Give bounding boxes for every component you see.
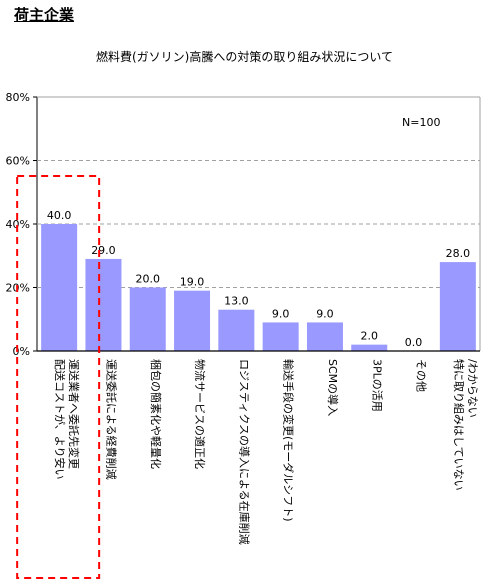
- bar: [218, 309, 255, 351]
- bar-value-label: 28.0: [446, 247, 471, 260]
- category-label: 梱包の簡素化や軽量化: [149, 359, 163, 469]
- section-title: 荷主企業: [14, 6, 75, 24]
- bar-value-label: 19.0: [180, 276, 205, 289]
- bar-value-label: 0.0: [405, 336, 423, 349]
- category-label: 物流サービスの適正化: [193, 359, 207, 469]
- bar-value-label: 20.0: [136, 273, 161, 286]
- category-label: /わからない: [466, 359, 479, 418]
- sample-size-note: N=100: [402, 116, 440, 129]
- category-label: 運送業者へ委託先変更: [67, 359, 81, 469]
- y-tick-label: 40%: [6, 218, 30, 231]
- highlight-box: [16, 175, 101, 579]
- chart-title: 燃料費(ガソリン)高騰への対策の取り組み状況について: [96, 50, 394, 64]
- category-label: 3PLの活用: [370, 359, 383, 412]
- y-tick-label: 60%: [6, 155, 30, 168]
- category-label: SCMの導入: [326, 359, 340, 416]
- bar-value-label: 29.0: [91, 244, 116, 257]
- bar-value-label: 40.0: [47, 209, 72, 222]
- bar: [85, 258, 122, 351]
- bar: [41, 224, 78, 351]
- bar: [439, 262, 476, 351]
- bar: [262, 322, 299, 351]
- category-label: その他: [415, 359, 428, 392]
- category-label: ロジスティクスの導入による在庫削減: [237, 359, 251, 545]
- category-label: 運送委託による経費削減: [104, 359, 118, 480]
- category-label: 配送コストが、より安い: [53, 359, 67, 480]
- y-tick-label: 80%: [6, 91, 30, 104]
- bar: [129, 287, 166, 351]
- y-tick-label: 0%: [13, 345, 30, 358]
- category-label: 輸送手段の変更(モーダルシフト): [282, 359, 296, 522]
- bar-value-label: 9.0: [316, 307, 334, 320]
- bar-value-label: 9.0: [272, 307, 290, 320]
- bar-value-label: 2.0: [361, 330, 379, 343]
- bar: [306, 322, 343, 351]
- bar-value-label: 13.0: [224, 295, 249, 308]
- bar: [174, 290, 211, 351]
- bar: [351, 344, 388, 351]
- category-label: 特に取り組みはしていない: [452, 359, 466, 491]
